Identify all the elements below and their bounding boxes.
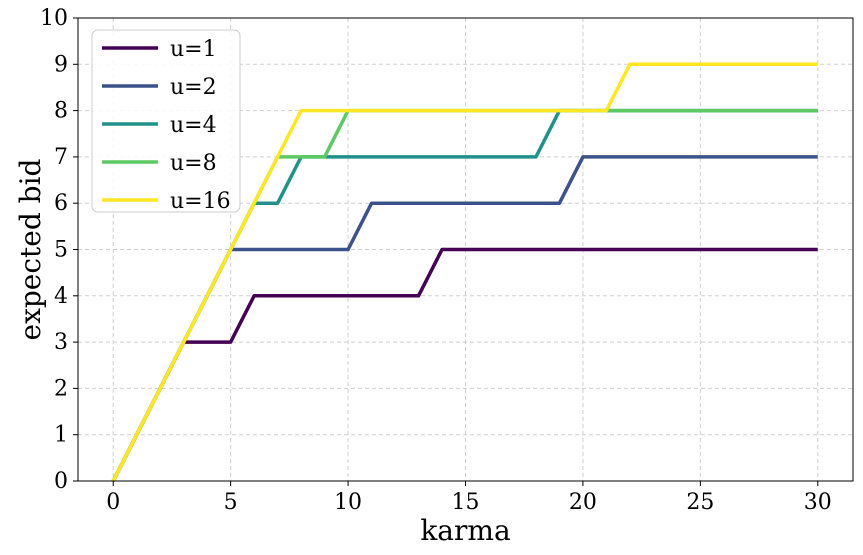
- x-tick-label: 0: [106, 490, 120, 515]
- y-tick-label: 7: [54, 145, 68, 170]
- x-axis-label: karma: [420, 514, 510, 547]
- y-tick-label: 8: [54, 99, 68, 124]
- x-tick-label: 5: [224, 490, 238, 515]
- series-line-u=1: [111, 247, 818, 482]
- series-lines: [111, 62, 818, 482]
- x-tick-label: 20: [569, 490, 597, 515]
- legend-box: [91, 29, 241, 213]
- y-tick-label: 1: [54, 423, 68, 448]
- y-tick-label: 2: [54, 376, 68, 401]
- legend-label: u=4: [170, 113, 217, 138]
- y-tick-label: 4: [54, 284, 68, 309]
- y-tick-label: 10: [40, 6, 68, 31]
- y-tick-label: 0: [54, 469, 68, 494]
- x-tick-label: 10: [334, 490, 362, 515]
- legend-label: u=16: [170, 189, 231, 214]
- x-tick-label: 15: [452, 490, 480, 515]
- x-tick-label: 25: [686, 490, 714, 515]
- y-tick-label: 3: [54, 330, 68, 355]
- y-tick-label: 5: [54, 238, 68, 263]
- axis-ticks: 0 5 10 15 20 25 30 0 1 2 3 4 5 6 7 8 9 10: [40, 6, 832, 515]
- legend-label: u=2: [170, 75, 217, 100]
- legend-label: u=1: [170, 37, 217, 62]
- x-tick-label: 30: [804, 490, 832, 515]
- legend-label: u=8: [170, 151, 217, 176]
- y-tick-label: 6: [54, 191, 68, 216]
- series-line-u=16: [111, 62, 818, 482]
- legend: u=1 u=2 u=4 u=8 u=16: [91, 29, 241, 214]
- y-tick-label: 9: [54, 52, 68, 77]
- y-axis-label: expected bid: [14, 158, 47, 340]
